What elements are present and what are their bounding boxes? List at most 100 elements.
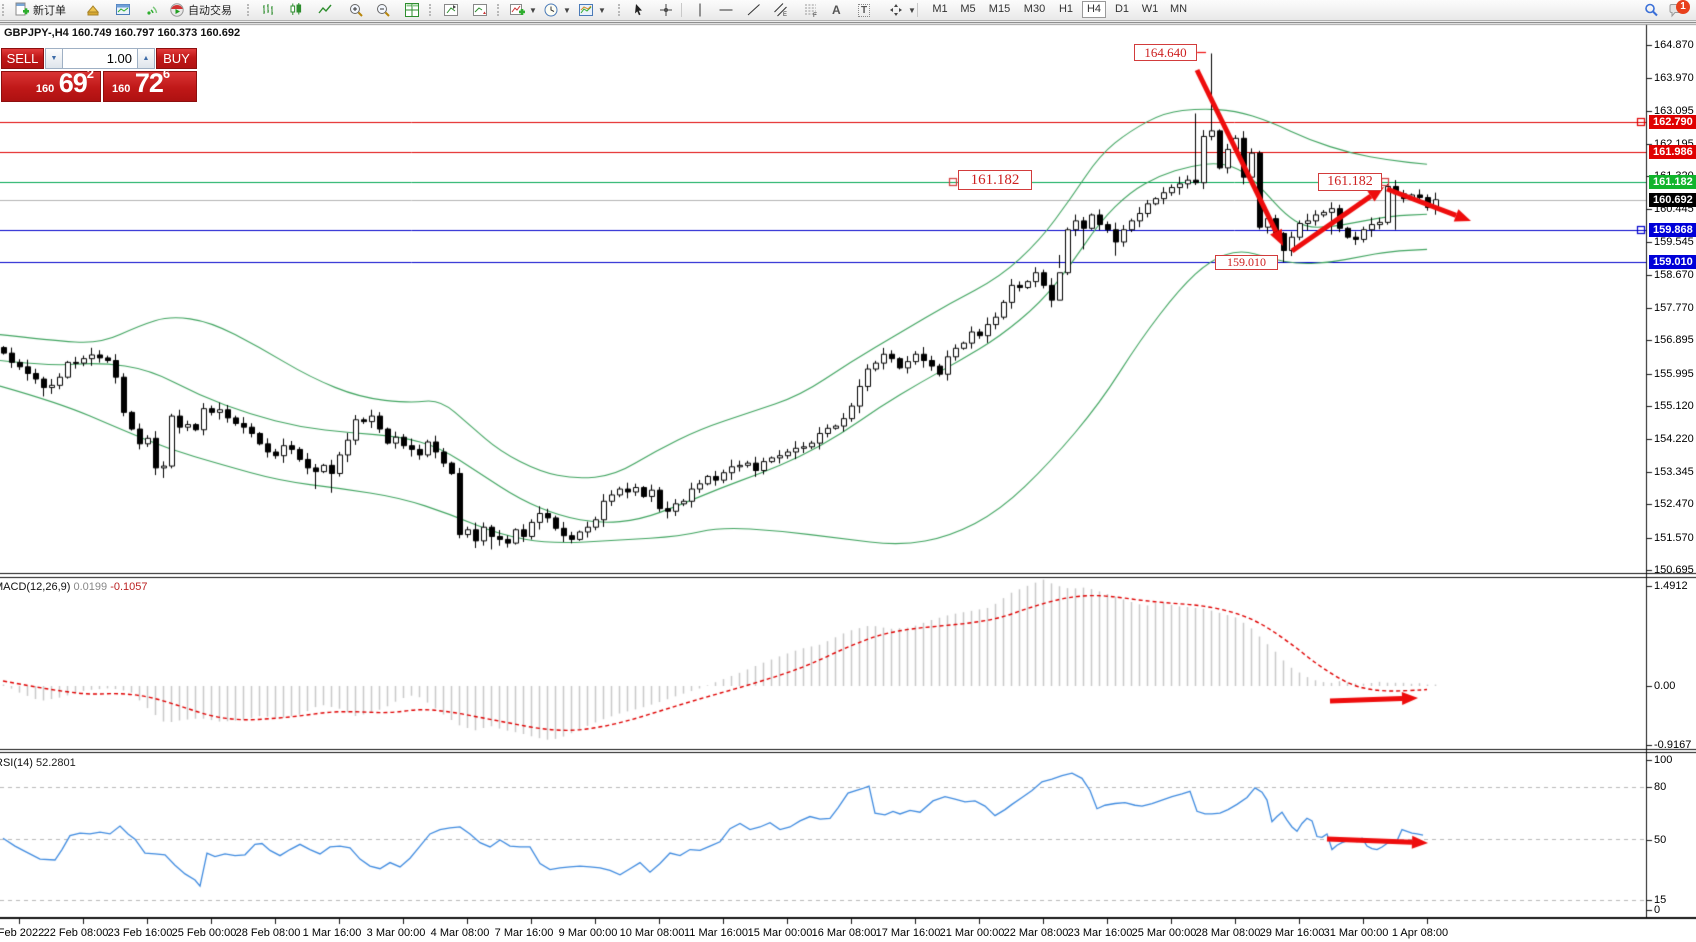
price-axis-label: 164.870 [1654, 38, 1694, 51]
crosshair-tool-icon[interactable] [658, 2, 674, 18]
search-icon[interactable] [1643, 2, 1659, 18]
line-chart-mode-icon[interactable] [317, 2, 333, 18]
timeframe-button-m15[interactable]: M15 [988, 3, 1011, 15]
indicator-axis-label: 0 [1654, 904, 1661, 916]
auto-trading-label: 自动交易 [188, 5, 232, 17]
volume-increase-button[interactable]: ▲ [137, 48, 155, 69]
auto-trading-button[interactable]: 自动交易 [169, 2, 232, 18]
price-marker-badge: 160.692 [1649, 192, 1696, 207]
chart-window-icon[interactable] [115, 2, 131, 18]
cursor-tool-icon[interactable] [631, 2, 647, 18]
channel-tool-icon[interactable]: E [773, 2, 789, 18]
templates-button[interactable]: ▼ [578, 2, 606, 18]
toolbar-grip [429, 4, 433, 16]
indicator-axis-label: -0.9167 [1654, 739, 1692, 751]
signal-icon[interactable] [144, 2, 160, 18]
arrows-tool-icon [890, 4, 902, 16]
new-order-button[interactable]: 新订单 [14, 2, 66, 18]
price-axis-label: 152.470 [1654, 498, 1694, 511]
chevron-down-icon[interactable]: ▼ [908, 5, 916, 15]
price-annotation-box[interactable]: 161.182 [958, 170, 1032, 190]
buy-price-big: 72 [134, 68, 164, 98]
price-axis-label: 150.695 [1654, 563, 1694, 576]
time-axis-label: 31 Mar 00:00 [1323, 927, 1389, 939]
text-label-tool-button[interactable]: T [858, 2, 871, 18]
time-axis-label: 16 Mar 08:00 [811, 927, 877, 939]
toolbar-separator [681, 3, 682, 17]
price-annotation-box[interactable]: 159.010 [1215, 255, 1278, 270]
macd-indicator-label: MACD(12,26,9) 0.0199 -0.1057 [0, 581, 148, 593]
price-axis-label: 156.895 [1654, 334, 1694, 347]
auto-trading-icon [170, 3, 184, 17]
timeframe-button-h4[interactable]: H4 [1082, 1, 1106, 18]
timeframe-button-mn[interactable]: MN [1169, 3, 1188, 15]
market-watch-icon[interactable] [85, 2, 101, 18]
sell-price-panel[interactable]: 160 692 [1, 66, 101, 102]
vertical-line-tool-icon[interactable] [692, 2, 708, 18]
time-axis-label: 21 Mar 00:00 [939, 927, 1005, 939]
price-axis-label: 154.220 [1654, 433, 1694, 446]
new-order-label: 新订单 [33, 5, 66, 17]
toolbar-grip [247, 4, 251, 16]
time-axis-label: 15 Mar 00:00 [747, 927, 813, 939]
trendline-tool-icon[interactable] [746, 2, 762, 18]
price-axis-label: 157.770 [1654, 301, 1694, 314]
timeframe-button-m1[interactable]: M1 [932, 3, 948, 15]
indicators-button[interactable]: ▼ [509, 2, 537, 18]
indicator-axis-label: 100 [1654, 754, 1673, 766]
price-axis-label: 163.970 [1654, 72, 1694, 85]
price-axis-label: 155.995 [1654, 367, 1694, 380]
arrows-tool-button[interactable]: ▼ [888, 2, 916, 18]
price-axis-label: 159.545 [1654, 236, 1694, 249]
macd-name: MACD(12,26,9) [0, 581, 71, 593]
price-marker-badge: 162.790 [1649, 115, 1696, 129]
price-annotation-box[interactable]: 164.640 [1134, 44, 1197, 61]
time-axis-label: 25 Mar 00:00 [1131, 927, 1197, 939]
price-axis-label: 163.095 [1654, 104, 1694, 117]
price-axis-label: 151.570 [1654, 531, 1694, 544]
macd-value-2: -0.1057 [110, 581, 148, 593]
text-tool-label: A [832, 3, 841, 17]
periods-button[interactable]: ▼ [543, 2, 571, 18]
zoom-out-icon[interactable] [375, 2, 391, 18]
time-axis-label: 22 Mar 08:00 [1003, 927, 1069, 939]
time-axis-label: Feb 2022 [0, 927, 45, 939]
volume-input[interactable]: 1.00 [62, 48, 138, 69]
auto-scroll-icon[interactable] [472, 2, 488, 18]
timeframe-button-m30[interactable]: M30 [1023, 3, 1046, 15]
time-axis-label: 17 Mar 16:00 [875, 927, 941, 939]
timeframe-button-w1[interactable]: W1 [1141, 3, 1159, 15]
text-tool-button[interactable]: A [832, 2, 841, 18]
template-icon [579, 4, 593, 16]
fibonacci-tool-icon[interactable]: F [803, 2, 819, 18]
toolbar-grip [497, 4, 501, 16]
candle-chart-mode-icon[interactable] [288, 2, 304, 18]
chevron-down-icon[interactable]: ▼ [598, 5, 606, 15]
indicator-axis-label: 15 [1654, 894, 1667, 906]
chevron-down-icon[interactable]: ▼ [529, 5, 537, 15]
chart-shift-icon[interactable] [443, 2, 459, 18]
timeframe-button-m5[interactable]: M5 [960, 3, 976, 15]
indicator-axis-label: 0.00 [1654, 680, 1676, 692]
price-axis-label: 155.120 [1654, 400, 1694, 413]
notification-badge: 1 [1676, 0, 1690, 14]
sell-button[interactable]: SELL [1, 48, 44, 69]
timeframe-button-d1[interactable]: D1 [1114, 3, 1130, 15]
buy-price-panel[interactable]: 160 726 [103, 66, 197, 102]
price-axis-label: 153.345 [1654, 465, 1694, 478]
timeframe-button-h1[interactable]: H1 [1058, 3, 1074, 15]
horizontal-line-tool-icon[interactable] [718, 2, 734, 18]
sell-price-sup: 2 [86, 66, 94, 81]
buy-price-small: 160 [112, 83, 131, 95]
price-annotation-box[interactable]: 161.182 [1318, 173, 1382, 191]
bar-chart-mode-icon[interactable] [261, 2, 277, 18]
notifications-button[interactable]: 1 [1668, 0, 1692, 19]
buy-button[interactable]: BUY [156, 48, 197, 69]
price-marker-badge: 159.010 [1649, 254, 1696, 269]
time-axis-label: 28 Mar 08:00 [1195, 927, 1261, 939]
tile-windows-icon[interactable] [404, 2, 420, 18]
chevron-down-icon[interactable]: ▼ [563, 5, 571, 15]
zoom-in-icon[interactable] [348, 2, 364, 18]
